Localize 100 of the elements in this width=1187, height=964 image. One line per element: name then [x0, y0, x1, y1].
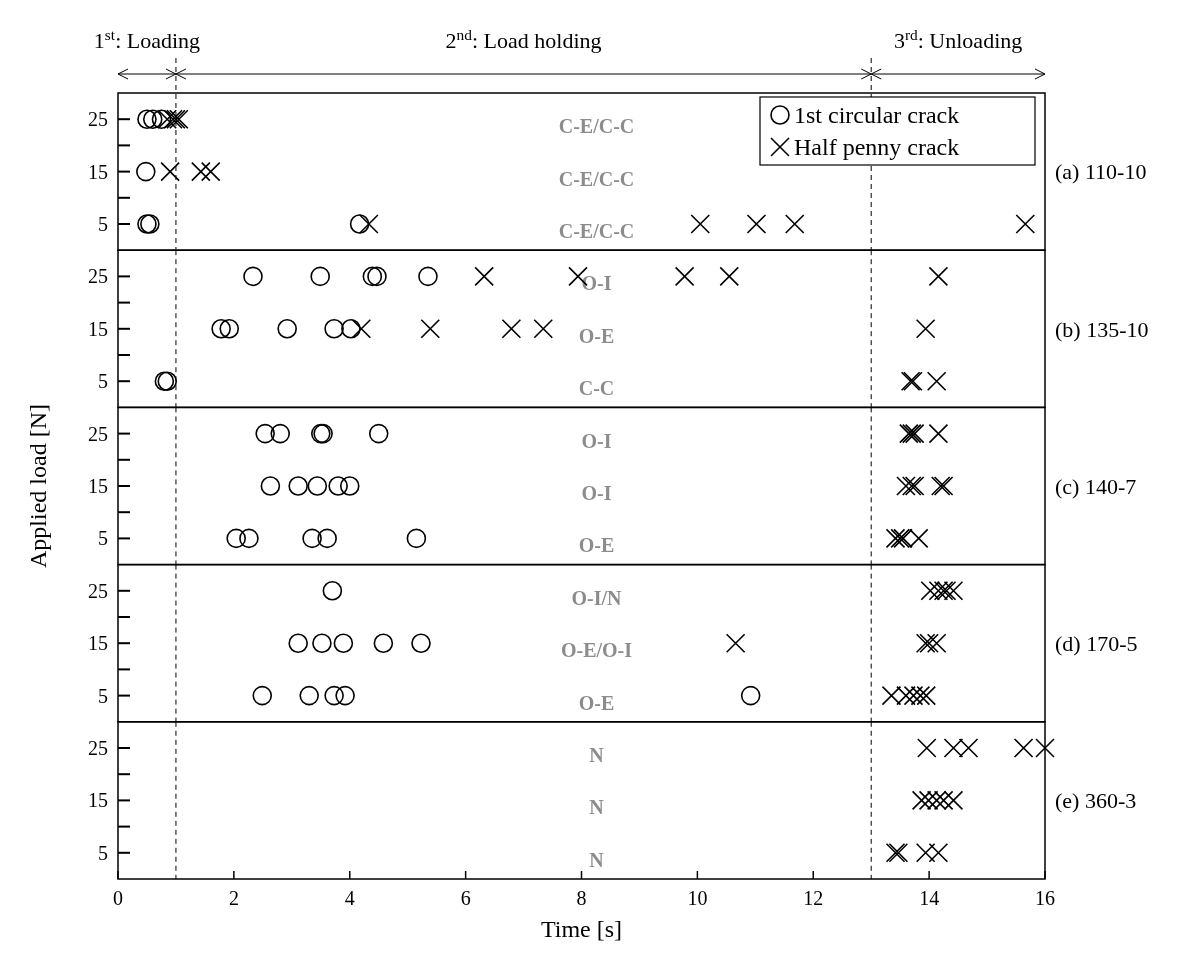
x-tick-label: 6: [460, 887, 471, 909]
point: [474, 266, 494, 287]
point: [191, 161, 211, 182]
text: (d) 170-5: [1055, 630, 1138, 656]
y-tick-label: 5: [98, 527, 108, 550]
point: [359, 214, 379, 234]
point: [885, 528, 906, 549]
x-tick-label: 10: [687, 887, 708, 909]
annotation: O-I: [581, 482, 612, 504]
point: [725, 633, 746, 653]
text: 3$^{rd}$: Unloading: [893, 25, 1023, 53]
x-tick-label: 14: [919, 887, 940, 909]
annotation: O-I: [581, 429, 612, 452]
legend-label: 1st circular crack: [794, 102, 960, 129]
y-tick-label: 5: [98, 213, 108, 235]
point: [928, 843, 949, 863]
point: [928, 423, 949, 444]
text: (b) 135-10: [1055, 316, 1149, 342]
point: [926, 633, 947, 653]
point: [915, 843, 936, 863]
y-tick-label: 5: [98, 684, 108, 707]
point: [317, 528, 337, 549]
y-tick-label: 25: [88, 737, 108, 759]
point: [307, 476, 328, 496]
point: [917, 738, 937, 758]
text: (a) 110-10: [1055, 159, 1147, 185]
x-axis-title: Time [s]: [540, 916, 623, 942]
point: [312, 633, 332, 653]
point: [255, 423, 275, 444]
y-axis-title: Applied load [N]: [25, 404, 51, 568]
point: [746, 214, 767, 234]
point: [533, 319, 554, 339]
point: [252, 685, 273, 706]
y-tick-label: 25: [88, 108, 108, 131]
point: [406, 528, 427, 549]
point: [299, 685, 319, 706]
point: [368, 423, 389, 444]
text: 2$^{nd}$: Load holding: [445, 25, 602, 53]
point: [136, 161, 156, 182]
point: [690, 214, 711, 234]
annotation: O-I: [581, 272, 612, 295]
point: [324, 685, 344, 706]
point: [302, 528, 322, 549]
point: [928, 266, 949, 287]
point: [288, 476, 308, 496]
text: (c) 140-7: [1055, 473, 1137, 499]
annotation: C-E/C-C: [558, 167, 635, 190]
y-tick-label: 15: [88, 632, 108, 655]
x-tick-label: 12: [803, 887, 824, 909]
y-tick-label: 15: [88, 317, 108, 340]
point: [349, 214, 370, 234]
x-tick-label: 16: [1035, 887, 1055, 909]
point: [339, 476, 360, 496]
x-tick-label: 0: [113, 887, 123, 909]
point: [219, 319, 240, 339]
point: [200, 161, 221, 182]
x-tick-label: 2: [228, 887, 239, 909]
y-tick-label: 25: [88, 579, 108, 602]
x-tick-label: 8: [576, 887, 587, 909]
x-tick-label: 4: [344, 887, 355, 909]
point: [420, 319, 441, 339]
annotation: N: [589, 796, 605, 819]
y-tick-label: 5: [98, 370, 108, 393]
y-tick-label: 15: [88, 475, 108, 497]
point: [341, 319, 361, 339]
annotation: N: [589, 848, 605, 871]
point: [270, 423, 291, 444]
point: [719, 266, 740, 287]
y-tick-label: 5: [98, 841, 108, 864]
annotation: C-E/C-C: [558, 115, 635, 138]
point: [903, 685, 924, 706]
y-tick-label: 15: [88, 160, 108, 183]
point: [211, 319, 231, 339]
point: [151, 109, 172, 129]
point: [328, 476, 348, 496]
annotation: N: [589, 744, 605, 766]
annotation: C-E/C-C: [558, 220, 635, 242]
annotation: C-C: [578, 377, 615, 400]
text: (e) 360-3: [1055, 788, 1137, 814]
point: [740, 685, 761, 706]
point: [367, 266, 387, 287]
point: [324, 319, 344, 339]
point: [322, 581, 343, 601]
point: [784, 214, 805, 234]
annotation: O-E: [578, 691, 615, 714]
point: [277, 319, 297, 339]
point: [288, 633, 308, 653]
text: 1$^{st}$: Loading: [93, 25, 201, 53]
point: [896, 476, 916, 496]
y-tick-label: 25: [88, 422, 108, 445]
point: [674, 266, 695, 287]
point: [373, 633, 394, 653]
point: [239, 528, 259, 549]
point: [915, 319, 936, 339]
point: [333, 633, 354, 653]
point: [926, 371, 947, 391]
point: [260, 476, 281, 496]
annotation: O-I/N: [571, 586, 623, 609]
point: [142, 109, 163, 129]
point: [362, 266, 383, 287]
